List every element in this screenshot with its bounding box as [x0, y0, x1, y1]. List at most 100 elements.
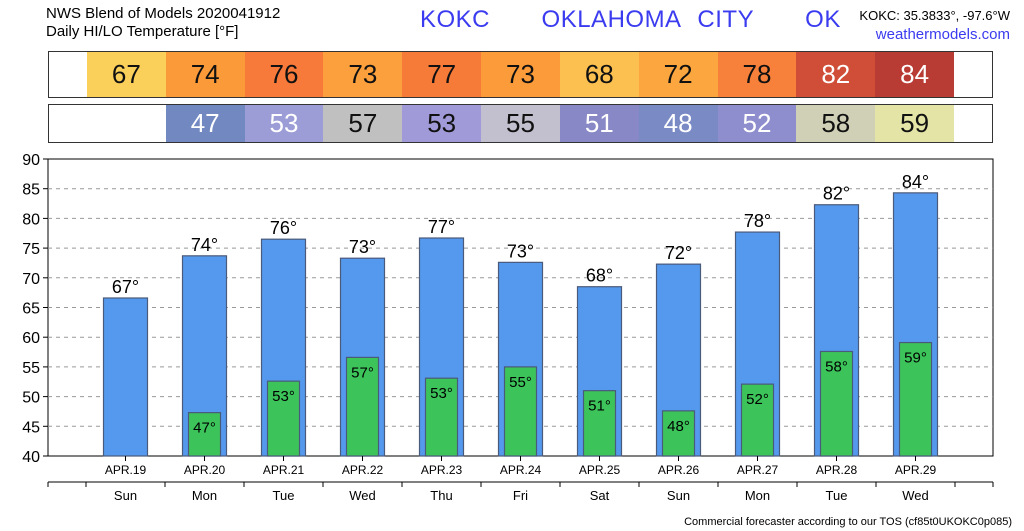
hi-strip-cell: 82 — [796, 52, 876, 97]
chart-title: Daily HI/LO Temperature [°F] — [46, 23, 239, 40]
y-tick-label: 40 — [22, 449, 40, 466]
hi-bar-label: 84° — [902, 172, 929, 192]
lo-bar-label: 48° — [667, 418, 690, 435]
lo-bar — [266, 380, 301, 457]
lo-bar — [345, 356, 380, 457]
y-tick-label: 90 — [22, 152, 40, 169]
lo-bar-label: 58° — [825, 358, 848, 375]
header-left: NWS Blend of Models 2020041912 Daily HI/… — [46, 5, 280, 41]
y-tick-label: 80 — [22, 211, 40, 228]
x-date-label: APR.22 — [342, 463, 384, 477]
lo-bar — [503, 366, 538, 457]
hi-strip-cell: 76 — [244, 52, 324, 97]
x-date-label: APR.25 — [579, 463, 621, 477]
station-title: KOKC OKLAHOMA CITY OK — [420, 6, 841, 34]
hi-bar — [102, 297, 149, 457]
station-city: OKLAHOMA CITY — [541, 6, 754, 33]
x-date-label: APR.29 — [895, 463, 937, 477]
x-date-label: APR.27 — [737, 463, 779, 477]
x-weekday-label: Tue — [826, 488, 848, 503]
x-weekday-label: Thu — [430, 488, 452, 503]
x-weekday-label: Wed — [902, 488, 929, 503]
strip-pad — [49, 52, 87, 97]
lo-strip-cell: 53 — [244, 105, 324, 142]
strip-pad — [954, 52, 992, 97]
hi-bar-label: 72° — [665, 243, 692, 263]
hi-bar-label: 74° — [191, 235, 218, 255]
hi-strip-cell: 84 — [875, 52, 955, 97]
hi-strip-cell: 68 — [559, 52, 639, 97]
x-weekday-label: Tue — [273, 488, 295, 503]
hi-strip-cell: 72 — [638, 52, 718, 97]
hi-strip-cell: 73 — [323, 52, 403, 97]
lo-bar-label: 59° — [904, 350, 927, 367]
x-date-label: APR.28 — [816, 463, 858, 477]
x-weekday-label: Mon — [745, 488, 770, 503]
y-tick-label: 70 — [22, 271, 40, 288]
lo-temp-strip: 47 53 57 53 55 51 48 52 58 59 — [48, 104, 993, 143]
lo-bar — [740, 383, 775, 457]
x-date-label: APR.21 — [263, 463, 305, 477]
lo-strip-cell: 57 — [323, 105, 403, 142]
source-line: NWS Blend of Models 2020041912 — [46, 5, 281, 22]
hi-bar-label: 78° — [744, 211, 771, 231]
temperature-chart: 40 45 50 55 60 65 70 75 80 85 90 67° APR.19 74° 47° APR… — [22, 152, 994, 503]
lo-strip-cell: 48 — [638, 105, 718, 142]
lo-strip-cell: 58 — [796, 105, 876, 142]
lo-bar — [187, 412, 222, 457]
lo-strip-cell: 51 — [559, 105, 639, 142]
lo-strip-cell: 55 — [481, 105, 560, 142]
hi-bar-label: 77° — [428, 217, 455, 237]
hi-temp-strip: 67 74 76 73 77 73 68 72 78 82 84 — [48, 51, 993, 98]
hi-strip-cell: 77 — [402, 52, 482, 97]
y-tick-label: 75 — [22, 241, 40, 258]
x-weekday-label: Sun — [114, 488, 137, 503]
lo-strip-cell — [86, 105, 166, 142]
y-tick-label: 55 — [22, 360, 40, 377]
footer-note: Commercial forecaster according to our T… — [684, 516, 1012, 528]
lo-bar-label: 47° — [193, 420, 216, 437]
x-weekday-label: Sun — [667, 488, 690, 503]
strip-pad — [954, 105, 992, 142]
hi-strip-cell: 74 — [165, 52, 245, 97]
lo-bar-label: 51° — [588, 398, 611, 415]
x-date-label: APR.20 — [184, 463, 226, 477]
y-tick-label: 85 — [22, 182, 40, 199]
x-weekday-label: Wed — [349, 488, 376, 503]
website-link[interactable]: weathermodels.com — [875, 26, 1010, 43]
lo-bar-label: 52° — [746, 391, 769, 408]
station-coords: KOKC: 35.3833°, -97.6°W — [859, 8, 1010, 23]
lo-strip-cell: 52 — [717, 105, 797, 142]
strip-pad — [49, 105, 87, 142]
lo-strip-cell: 53 — [402, 105, 482, 142]
hi-bar-label: 82° — [823, 184, 850, 204]
x-date-label: APR.19 — [105, 463, 147, 477]
hi-strip-cell: 78 — [717, 52, 797, 97]
hi-bar-label: 76° — [270, 218, 297, 238]
header-right: KOKC: 35.3833°, -97.6°W weathermodels.co… — [859, 6, 1010, 44]
station-state: OK — [805, 6, 841, 33]
hi-bar-label: 73° — [507, 241, 534, 261]
lo-bar — [898, 341, 933, 457]
x-weekday-label: Sat — [590, 488, 610, 503]
hi-strip-cell: 73 — [481, 52, 560, 97]
y-tick-label: 60 — [22, 330, 40, 347]
y-tick-label: 65 — [22, 301, 40, 318]
lo-strip-cell: 47 — [165, 105, 245, 142]
x-weekday-label: Fri — [513, 488, 528, 503]
hi-strip-cell: 67 — [86, 52, 166, 97]
lo-strip-cell: 59 — [875, 105, 955, 142]
hi-bar-label: 67° — [112, 277, 139, 297]
station-code: KOKC — [420, 6, 491, 33]
lo-bar-label: 53° — [272, 388, 295, 405]
y-tick-label: 50 — [22, 390, 40, 407]
y-tick-label: 45 — [22, 419, 40, 436]
lo-bar-label: 57° — [351, 364, 374, 381]
x-date-label: APR.23 — [421, 463, 463, 477]
x-date-label: APR.26 — [658, 463, 700, 477]
lo-bar-label: 53° — [430, 385, 453, 402]
lo-bar-label: 55° — [509, 374, 532, 391]
hi-bar-label: 73° — [349, 237, 376, 257]
x-date-label: APR.24 — [500, 463, 542, 477]
x-weekday-label: Mon — [192, 488, 217, 503]
